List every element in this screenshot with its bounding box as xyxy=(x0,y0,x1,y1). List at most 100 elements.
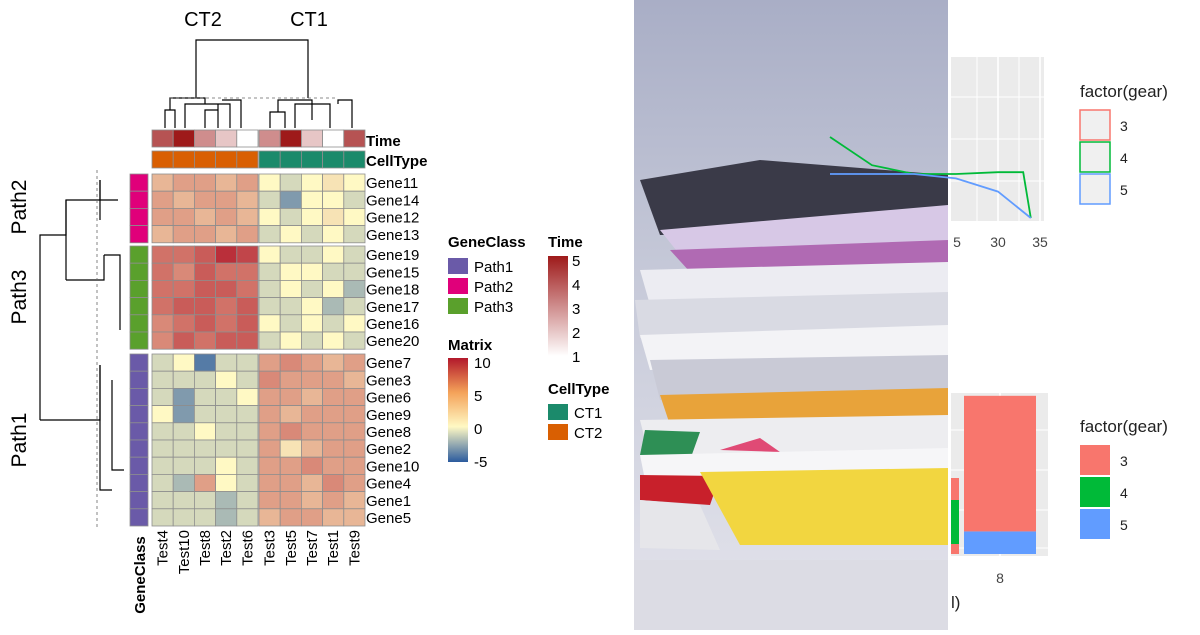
heatmap-cell xyxy=(151,353,174,372)
heatmap-cell xyxy=(300,491,323,510)
heatmap-cell xyxy=(193,262,216,281)
celltype-annotation-cell xyxy=(343,150,366,169)
heatmap-cell xyxy=(193,297,216,316)
heatmap-cell xyxy=(279,422,302,441)
row-label: Gene7 xyxy=(366,355,411,372)
celltype-annotation-cell xyxy=(193,150,216,169)
heatmap-cell xyxy=(193,405,216,424)
heatmap-cell xyxy=(151,297,174,316)
heatmap-cell xyxy=(258,508,281,527)
heatmap-cell xyxy=(236,279,259,298)
heatmap-cell xyxy=(300,173,323,192)
column-annotations xyxy=(151,129,366,169)
heatmap-cell xyxy=(193,370,216,389)
heatmap-cell xyxy=(193,387,216,406)
legend-title: factor(gear) xyxy=(1080,417,1168,436)
heatmap-cell xyxy=(193,190,216,209)
row-label: Gene2 xyxy=(366,441,411,458)
heatmap-cell xyxy=(172,245,195,264)
heatmap-cell xyxy=(172,331,195,350)
axis-title-fragment: l) xyxy=(951,593,960,612)
celltype-annotation-cell xyxy=(322,150,345,169)
heatmap-cell xyxy=(279,473,302,492)
heatmap-cell xyxy=(322,297,345,316)
column-label: Test7 xyxy=(304,530,321,566)
heatmap-cell xyxy=(279,405,302,424)
heatmap-cells xyxy=(151,173,366,527)
heatmap-cell xyxy=(151,331,174,350)
heatmap-cell xyxy=(215,173,238,192)
heatmap-cell xyxy=(300,331,323,350)
row-label: Gene9 xyxy=(366,407,411,424)
row-label: Gene17 xyxy=(366,299,419,316)
column-group-label: CT1 xyxy=(290,9,328,31)
heatmap-cell xyxy=(172,439,195,458)
column-label: Test8 xyxy=(197,530,214,566)
heatmap-cell xyxy=(300,456,323,475)
heatmap-cell xyxy=(236,387,259,406)
row-group-label: Path2 xyxy=(8,180,31,235)
legend-key-4 xyxy=(1080,477,1110,507)
row-label: Gene8 xyxy=(366,424,411,441)
heatmap-cell xyxy=(322,508,345,527)
row-group-labels: Path2 Path3 Path1 xyxy=(8,180,31,468)
heatmap-cell xyxy=(151,190,174,209)
heatmap-cell xyxy=(322,387,345,406)
celltype-annotation-cell xyxy=(258,150,281,169)
heatmap-cell xyxy=(236,173,259,192)
heatmap-cell xyxy=(236,331,259,350)
heatmap-cell xyxy=(343,314,366,333)
heatmap-cell xyxy=(258,314,281,333)
annotation-label-time: Time xyxy=(366,133,401,150)
heatmap-cell xyxy=(236,353,259,372)
heatmap-cell xyxy=(193,225,216,244)
heatmap-cell xyxy=(193,207,216,226)
heatmap-cell xyxy=(236,370,259,389)
heatmap-cell xyxy=(215,456,238,475)
heatmap-cell xyxy=(151,508,174,527)
heatmap-cell xyxy=(279,262,302,281)
heatmap-cell xyxy=(236,314,259,333)
colorbar-tick: 5 xyxy=(572,253,580,270)
column-label: Test5 xyxy=(283,530,300,566)
geneclass-annotation-cell xyxy=(129,439,149,458)
time-annotation-cell xyxy=(151,129,174,148)
column-dendrogram xyxy=(164,39,353,128)
heatmap-cell xyxy=(151,456,174,475)
time-annotation-cell xyxy=(279,129,302,148)
column-label: Test3 xyxy=(262,530,279,566)
heatmap-cell xyxy=(279,508,302,527)
time-annotation-cell xyxy=(215,129,238,148)
heatmap-cell xyxy=(322,190,345,209)
heatmap-cell xyxy=(172,422,195,441)
heatmap-cell xyxy=(151,279,174,298)
heatmap-cell xyxy=(193,331,216,350)
heatmap-cell xyxy=(322,314,345,333)
legend-label: 4 xyxy=(1120,485,1128,501)
line-series-4 xyxy=(829,136,1032,219)
geneclass-annotation-cell xyxy=(129,190,149,209)
heatmap-cell xyxy=(343,473,366,492)
legend-key-3 xyxy=(1080,445,1110,475)
heatmap-cell xyxy=(215,491,238,510)
heatmap-cell xyxy=(258,297,281,316)
time-annotation-cell xyxy=(193,129,216,148)
heatmap-cell xyxy=(151,387,174,406)
heatmap-cell xyxy=(215,473,238,492)
heatmap-cell xyxy=(151,405,174,424)
colorbar-tick: 2 xyxy=(572,325,580,342)
heatmap-cell xyxy=(279,190,302,209)
heatmap-cell xyxy=(343,207,366,226)
heatmap-cell xyxy=(193,491,216,510)
colorbar-tick: 5 xyxy=(474,388,482,405)
heatmap-cell xyxy=(236,491,259,510)
time-annotation-cell xyxy=(322,129,345,148)
column-label: Test6 xyxy=(239,530,256,566)
heatmap-cell xyxy=(258,387,281,406)
geneclass-annotation-cell xyxy=(129,370,149,389)
celltype-annotation-cell xyxy=(215,150,238,169)
legend-title: Matrix xyxy=(448,337,493,354)
heatmap-cell xyxy=(300,473,323,492)
bar-segment-5 xyxy=(964,531,1036,554)
